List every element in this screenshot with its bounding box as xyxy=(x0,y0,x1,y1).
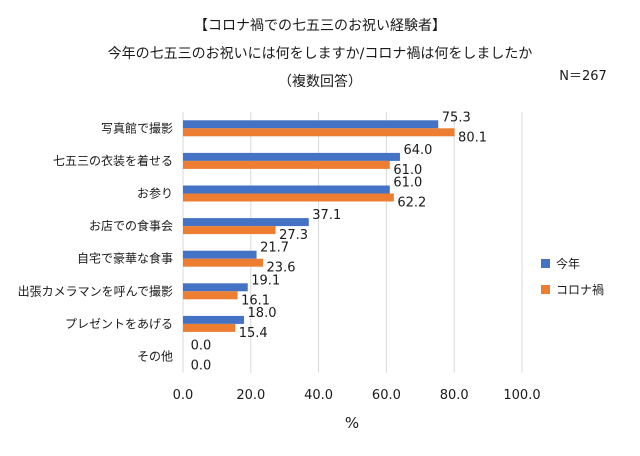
data-label: 23.6 xyxy=(267,261,296,276)
bar-covid xyxy=(183,193,394,202)
data-label: 27.3 xyxy=(279,228,308,243)
data-label: 21.7 xyxy=(260,241,289,256)
x-axis-label: % xyxy=(345,414,359,432)
category-label: その他 xyxy=(137,350,173,364)
bar-this-year xyxy=(183,250,257,259)
data-label: 0.0 xyxy=(191,359,212,374)
category-label: 自宅で豪華な食事 xyxy=(77,251,173,266)
bar-this-year xyxy=(183,315,245,324)
x-tick-label: 80.0 xyxy=(440,388,469,403)
x-tick-label: 20.0 xyxy=(236,388,265,403)
bar-covid xyxy=(183,323,236,332)
bar-covid xyxy=(183,226,276,235)
sample-size-label: N＝267 xyxy=(559,69,607,84)
category-label: 出張カメラマンを呼んで撮影 xyxy=(18,284,173,298)
legend-label: 今年 xyxy=(556,256,580,271)
data-label: 15.4 xyxy=(239,326,268,341)
data-label: 16.1 xyxy=(241,293,270,308)
category-label: お参り xyxy=(137,186,173,201)
legend-swatch xyxy=(541,259,550,268)
title-line-2: 今年の七五三のお祝いには何をしますか/コロナ禍は何をしましたか xyxy=(108,46,533,62)
bar-this-year xyxy=(183,283,248,292)
bars: 75.3 80.1 64.0 61.061.0 62.2 37.1 27.321.7 23.6… xyxy=(183,110,487,374)
bar-covid xyxy=(183,160,390,169)
data-label: 0.0 xyxy=(191,339,212,354)
category-label: 七五三の衣装を着せる xyxy=(53,153,173,168)
bar-covid xyxy=(183,291,238,300)
category-label: 写真館で撮影 xyxy=(101,120,173,135)
bar-covid xyxy=(183,128,455,137)
category-label: お店での食事会 xyxy=(89,218,173,233)
data-label: 61.0 xyxy=(393,176,422,191)
title-line-1: 【コロナ禍での七五三のお祝い経験者】 xyxy=(194,18,446,34)
data-label: 64.0 xyxy=(403,143,432,158)
data-label: 61.0 xyxy=(393,163,422,178)
gridlines xyxy=(182,112,523,373)
data-label: 80.1 xyxy=(458,130,487,145)
data-label: 37.1 xyxy=(312,208,341,223)
chart-title: 【コロナ禍での七五三のお祝い経験者】 今年の七五三のお祝いには何をしますか/コロ… xyxy=(108,18,533,90)
category-labels: 写真館で撮影七五三の衣装を着せるお参りお店での食事会自宅で豪華な食事出張カメラマ… xyxy=(18,120,173,363)
legend-swatch xyxy=(541,285,550,294)
x-tick-label: 0.0 xyxy=(173,388,194,403)
title-line-3: （複数回答） xyxy=(278,73,362,90)
legend-label: コロナ禍 xyxy=(556,282,604,297)
category-label: プレゼントをあげる xyxy=(65,317,173,331)
x-axis-ticks: 0.0 20.0 40.0 60.0 80.0 100.0 xyxy=(173,388,541,403)
bar-this-year xyxy=(183,152,400,161)
x-tick-label: 100.0 xyxy=(503,388,540,403)
x-tick-label: 40.0 xyxy=(304,388,333,403)
data-label: 19.1 xyxy=(251,273,280,288)
bar-this-year xyxy=(183,185,390,194)
bar-covid xyxy=(183,258,264,267)
data-label: 18.0 xyxy=(248,306,277,321)
data-label: 75.3 xyxy=(442,110,471,125)
x-tick-label: 60.0 xyxy=(372,388,401,403)
data-label: 62.2 xyxy=(397,196,426,211)
bar-this-year xyxy=(183,218,309,227)
bar-this-year xyxy=(183,120,439,129)
